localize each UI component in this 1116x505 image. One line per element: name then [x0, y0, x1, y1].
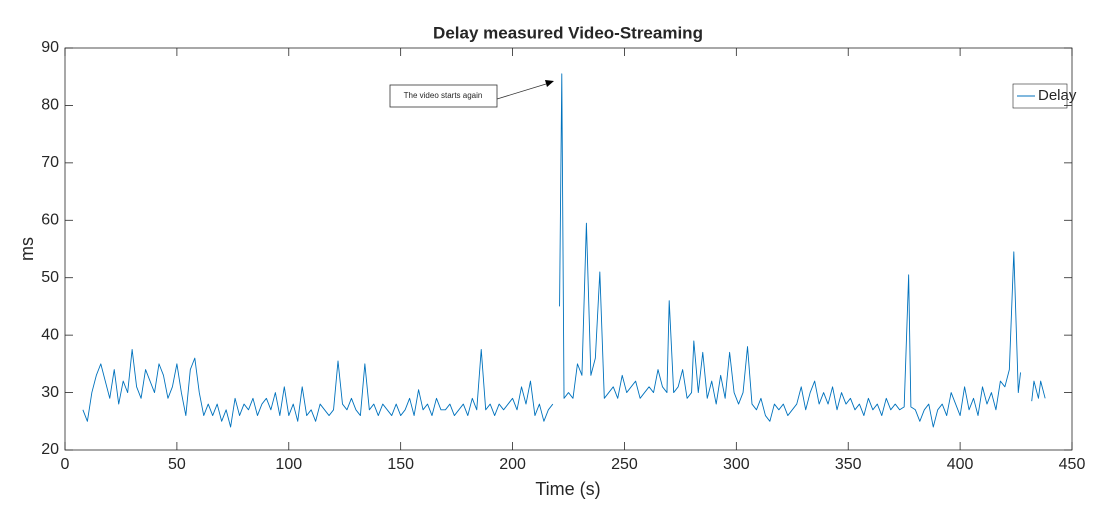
x-tick-label: 50	[168, 456, 186, 473]
x-tick-label: 300	[723, 456, 750, 473]
x-tick-label: 100	[275, 456, 302, 473]
legend: Delay	[1012, 83, 1077, 109]
y-tick-label: 30	[41, 384, 59, 401]
annotation-box	[389, 84, 498, 108]
chart-title: Delay measured Video-Streaming	[433, 23, 703, 42]
y-tick-label: 20	[41, 441, 59, 458]
x-tick-label: 150	[387, 456, 414, 473]
x-tick-label: 250	[611, 456, 638, 473]
data-line	[82, 73, 1046, 428]
y-tick-label: 80	[41, 97, 59, 114]
x-tick-label: 400	[947, 456, 974, 473]
y-tick-label: 90	[41, 39, 59, 56]
x-tick-label: 350	[835, 456, 862, 473]
annotation-arrow	[496, 83, 547, 100]
x-axis-label: Time (s)	[535, 479, 600, 499]
x-tick-label: 0	[61, 456, 70, 473]
arrow-head	[545, 80, 554, 87]
axes-box	[64, 47, 1073, 451]
x-tick-label: 450	[1059, 456, 1086, 473]
y-tick-label: 70	[41, 154, 59, 171]
annotation: The video starts again	[389, 80, 554, 108]
y-tick-label: 60	[41, 212, 59, 229]
y-tick-label: 40	[41, 326, 59, 343]
annotation-text: The video starts again	[404, 91, 483, 100]
y-tick-label: 50	[41, 269, 59, 286]
x-tick-label: 200	[499, 456, 526, 473]
y-axis-label: ms	[17, 237, 37, 261]
legend-label: Delay	[1038, 87, 1077, 104]
